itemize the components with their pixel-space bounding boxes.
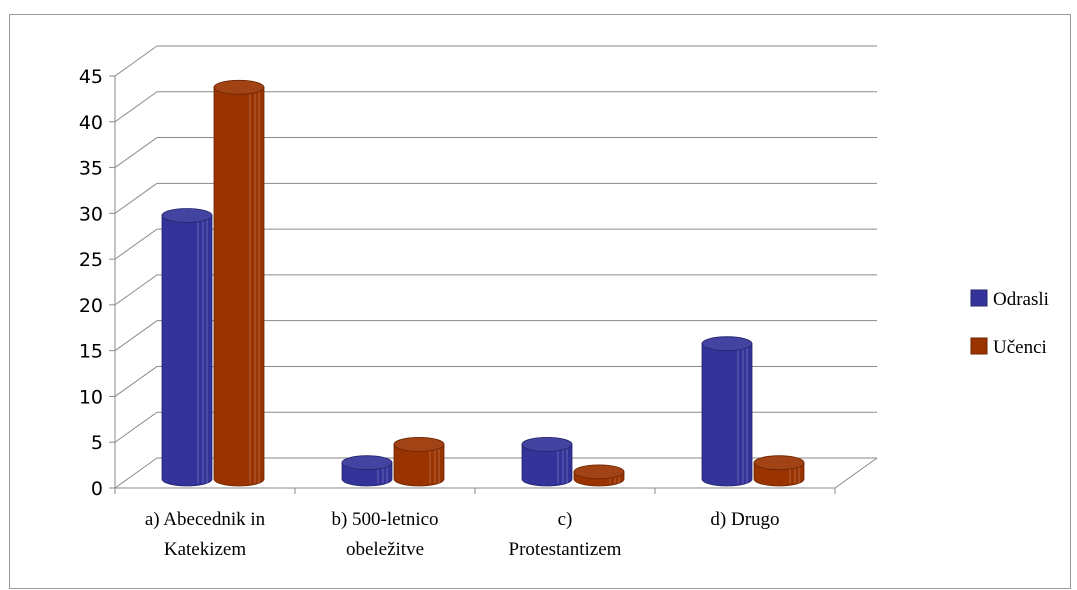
y-tick-label: 35	[79, 158, 103, 180]
bar-odrasli-3	[521, 436, 573, 487]
legend-swatch	[970, 289, 988, 307]
x-tick-label: d) Drugo	[710, 509, 779, 530]
x-tick-label: b) 500-letnico obeležitve	[331, 509, 438, 560]
gridline-side	[114, 411, 158, 443]
gridline-side	[114, 457, 158, 489]
bar-učenci-1	[213, 79, 265, 487]
grid-layer	[114, 45, 877, 489]
y-tick-label: 45	[79, 66, 103, 88]
bar-odrasli-4	[701, 336, 753, 487]
gridline-side	[114, 45, 158, 77]
x-tick-label: c) Protestantizem	[509, 509, 622, 560]
gridline-side	[114, 274, 158, 306]
gridline-side	[114, 320, 158, 352]
bars-layer	[161, 79, 805, 487]
legend-label: Odrasli	[993, 289, 1049, 310]
bar-učenci-2	[393, 436, 445, 487]
y-tick-label: 10	[79, 386, 103, 408]
bar-odrasli-1	[161, 208, 213, 487]
y-tick-label: 30	[79, 203, 103, 225]
legend-swatch	[970, 337, 988, 355]
gridline-side	[114, 91, 158, 123]
y-tick-label: 20	[79, 295, 103, 317]
y-tick-label: 5	[91, 432, 103, 454]
legend-label: Učenci	[993, 337, 1047, 358]
labels-layer: 0 5 10 15 20 25 30 35 40 45 a) Abecednik in Katekiz…	[79, 66, 780, 560]
gridline-side	[114, 228, 158, 260]
bar-odrasli-2	[341, 455, 393, 487]
y-tick-label: 25	[79, 249, 103, 271]
y-tick-label: 15	[79, 341, 103, 363]
axis-layer	[109, 75, 878, 494]
y-tick-label: 0	[91, 478, 103, 500]
legend: Odrasli Učenci	[970, 289, 1049, 358]
bar-učenci-4	[753, 455, 805, 487]
x-tick-label: a) Abecednik in Katekizem	[145, 509, 266, 560]
gridline-side	[114, 366, 158, 397]
y-tick-label: 40	[79, 112, 103, 134]
gridline-side	[114, 182, 158, 214]
bar-učenci-3	[573, 464, 625, 487]
gridline-side	[114, 137, 158, 168]
